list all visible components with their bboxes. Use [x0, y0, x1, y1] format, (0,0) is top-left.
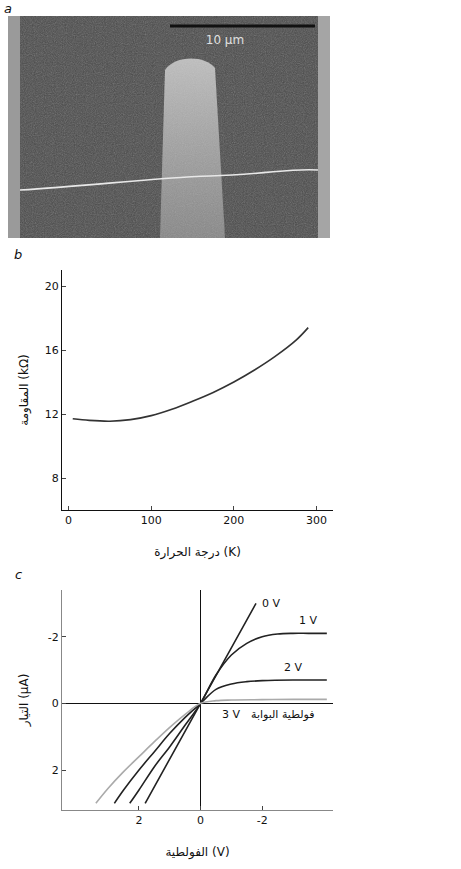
svg-text:c: c [15, 567, 22, 582]
svg-text:درجة الحرارة (K): درجة الحرارة (K) [154, 545, 241, 560]
svg-text:100: 100 [141, 514, 162, 527]
svg-text:الفولطية (V): الفولطية (V) [165, 845, 229, 860]
svg-text:20: 20 [45, 280, 59, 293]
svg-text:-2: -2 [257, 814, 268, 827]
svg-text:0: 0 [65, 514, 72, 527]
svg-text:3 V: 3 V [222, 708, 240, 721]
svg-text:a: a [4, 1, 12, 16]
svg-text:المقاومة (kΩ): المقاومة (kΩ) [17, 354, 32, 426]
svg-text:200: 200 [223, 514, 244, 527]
svg-text:التيار (μA): التيار (μA) [17, 674, 32, 728]
svg-text:1 V: 1 V [299, 614, 317, 627]
svg-text:0 V: 0 V [262, 597, 280, 610]
svg-text:2 V: 2 V [284, 661, 302, 674]
svg-text:8: 8 [52, 472, 59, 485]
svg-text:-2: -2 [48, 631, 59, 644]
svg-text:0: 0 [197, 814, 204, 827]
svg-text:0: 0 [52, 697, 59, 710]
svg-text:فولطية البوابة: فولطية البوابة [251, 708, 314, 721]
svg-text:2: 2 [135, 814, 142, 827]
svg-text:10 μm: 10 μm [206, 33, 244, 47]
svg-text:b: b [14, 247, 22, 262]
svg-text:2: 2 [52, 764, 59, 777]
svg-text:16: 16 [45, 344, 59, 357]
svg-text:12: 12 [45, 408, 59, 421]
svg-text:300: 300 [306, 514, 327, 527]
